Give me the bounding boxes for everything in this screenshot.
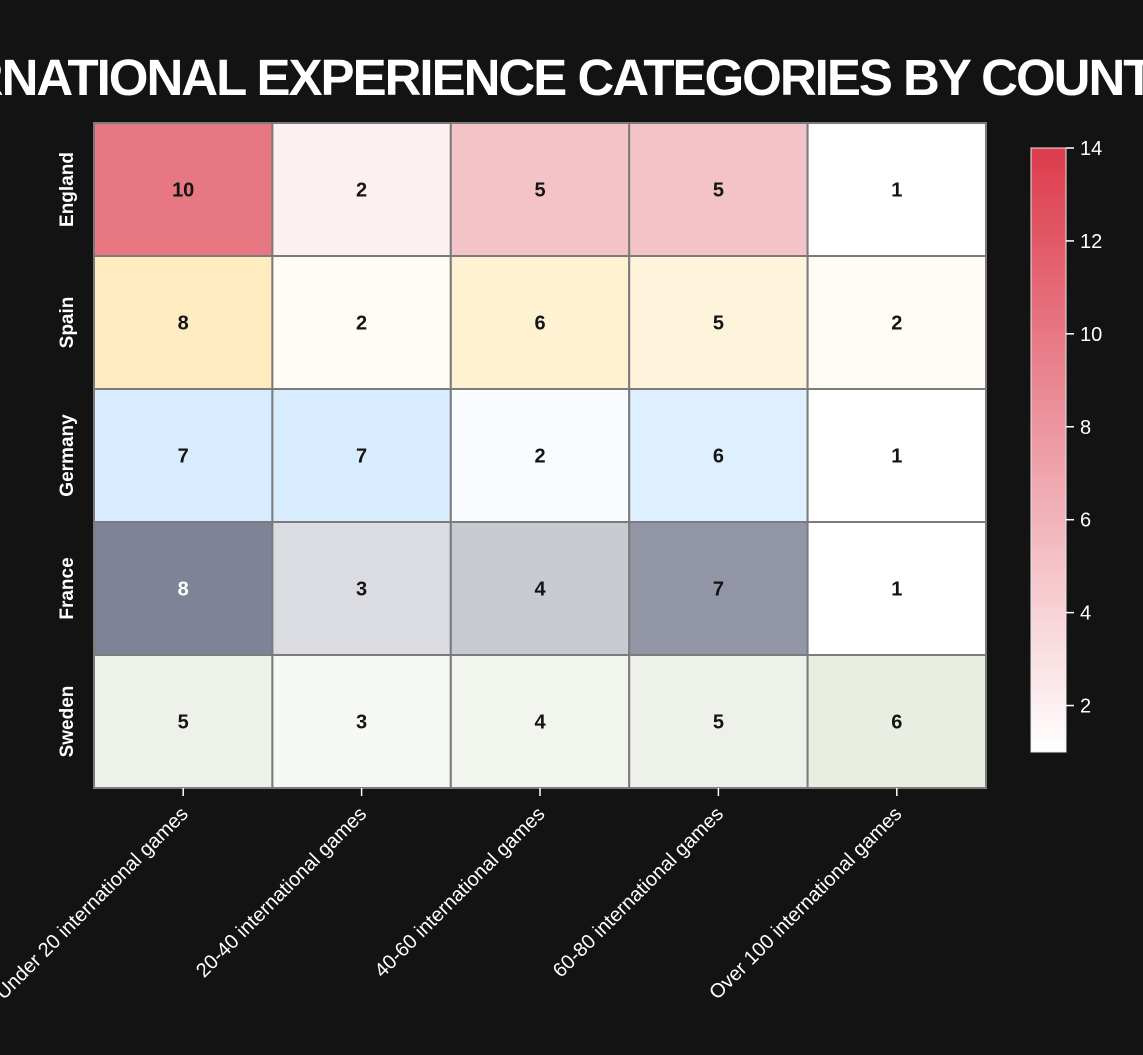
cell-value-label: 2 xyxy=(356,313,367,335)
heatmap-cell xyxy=(93,654,274,789)
cell-value-label: 7 xyxy=(713,579,724,601)
row-labels: England Spain Germany France Sweden xyxy=(57,152,78,757)
heatmap-cell xyxy=(628,521,809,656)
heatmap-cell xyxy=(271,388,452,523)
heatmap-cell xyxy=(806,122,987,257)
colorbar: 2 4 6 8 10 12 14 xyxy=(1030,138,1102,753)
cell-value-label: 4 xyxy=(534,712,546,734)
heatmap-cell xyxy=(806,654,987,789)
cell-value-label: 1 xyxy=(891,579,902,601)
cell-value-label: 6 xyxy=(891,712,902,734)
x-tick-label: 60-80 international games xyxy=(549,803,728,982)
colorbar-tick-label: 6 xyxy=(1080,510,1091,532)
heatmap-cell xyxy=(271,122,452,257)
cell-value-label: 10 xyxy=(172,180,194,202)
cell-value-label: 2 xyxy=(356,180,367,202)
cell-value-label: 3 xyxy=(356,712,367,734)
cell-value-label: 5 xyxy=(178,712,189,734)
heatmap-cell xyxy=(449,255,631,390)
cell-value-label: 5 xyxy=(713,313,724,335)
heatmap-cell xyxy=(806,388,987,523)
row-label: France xyxy=(57,557,78,619)
cell-value-label: 7 xyxy=(178,446,189,468)
heatmap-cell xyxy=(271,521,452,656)
chart-title: INTERNATIONAL EXPERIENCE CATEGORIES BY C… xyxy=(0,49,1143,106)
colorbar-tick-label: 10 xyxy=(1080,324,1102,346)
heatmap-cell xyxy=(449,521,631,656)
heatmap-cell xyxy=(449,122,631,257)
cell-value-label: 1 xyxy=(891,446,902,468)
row-label: Sweden xyxy=(57,686,78,758)
column-labels: Under 20 international games 20-40 intern… xyxy=(0,788,906,1004)
heatmap-cell xyxy=(93,521,274,656)
row-label: Germany xyxy=(57,414,78,497)
colorbar-tick-label: 2 xyxy=(1080,696,1091,718)
cell-value-label: 6 xyxy=(534,313,545,335)
heatmap-cell xyxy=(271,654,452,789)
x-tick-label: 40-60 international games xyxy=(370,803,549,982)
colorbar-tick-label: 8 xyxy=(1080,417,1091,439)
heatmap-cell xyxy=(628,388,809,523)
colorbar-bar xyxy=(1030,147,1067,753)
cell-value-label: 1 xyxy=(891,180,902,202)
colorbar-tick-label: 12 xyxy=(1080,231,1102,253)
cell-value-label: 3 xyxy=(356,579,367,601)
heatmap-cell xyxy=(628,122,809,257)
cell-value-label: 4 xyxy=(534,579,546,601)
colorbar-tick-label: 4 xyxy=(1080,603,1091,625)
cell-value-label: 8 xyxy=(178,313,189,335)
heatmap-cell xyxy=(449,654,631,789)
heatmap-cell xyxy=(806,255,987,390)
cell-value-label: 6 xyxy=(713,446,724,468)
x-tick-label: 20-40 international games xyxy=(192,803,371,982)
x-tick-label: Over 100 international games xyxy=(705,803,906,1004)
row-label: Spain xyxy=(57,297,78,349)
cell-value-label: 8 xyxy=(178,579,189,601)
colorbar-tick-label: 14 xyxy=(1080,138,1102,160)
cell-value-label: 2 xyxy=(891,313,902,335)
x-tick-label: Under 20 international games xyxy=(0,803,193,1004)
heatmap-cell xyxy=(93,122,274,257)
cell-value-label: 5 xyxy=(713,180,724,202)
cell-value-label: 7 xyxy=(356,446,367,468)
cell-value-label: 2 xyxy=(534,446,545,468)
heatmap-cell xyxy=(806,521,987,656)
cell-value-label: 5 xyxy=(534,180,545,202)
heatmap-cells: 10 2 5 5 1 8 2 6 5 2 7 7 2 6 1 8 3 4 7 1 5 3 4 5 6 xyxy=(93,122,987,789)
heatmap-cell xyxy=(449,388,631,523)
heatmap-cell xyxy=(93,255,274,390)
cell-value-label: 5 xyxy=(713,712,724,734)
row-label: England xyxy=(57,152,78,227)
